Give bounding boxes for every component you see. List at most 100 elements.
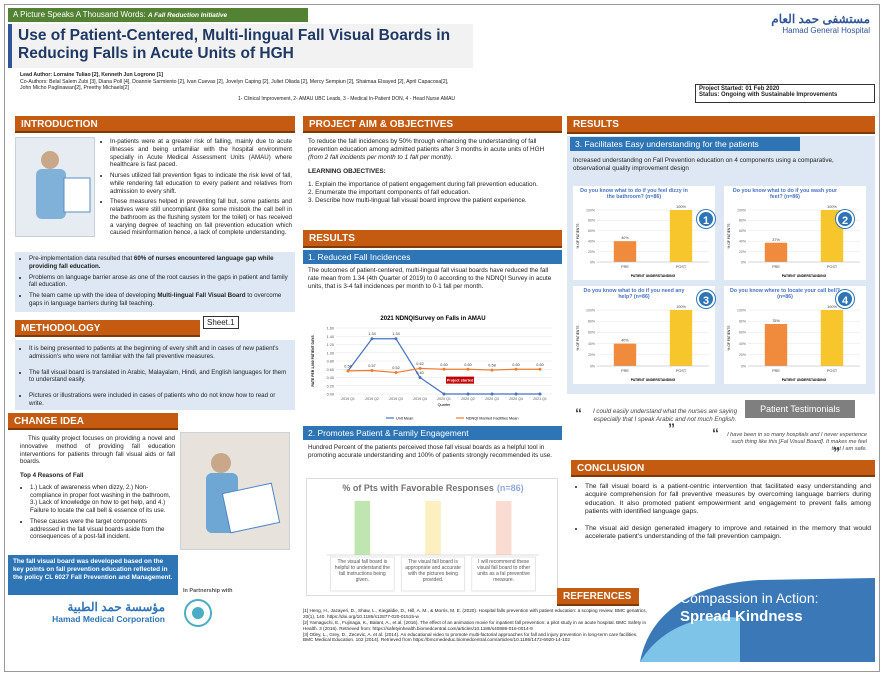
- y-axis-label: RATE PER 1,000 PATIENT DAYS: [311, 335, 315, 387]
- data-label: 100%: [676, 305, 686, 309]
- subheading: LEARNING OBJECTIVES:: [308, 168, 386, 175]
- bar-chart: Do you know what to do if you wash your …: [724, 186, 866, 280]
- quote-mark: “: [575, 405, 582, 421]
- y-tick-label: 1.40: [327, 335, 334, 339]
- list-item: 1. Explain the importance of patient eng…: [308, 181, 538, 188]
- y-tick-label: 0%: [590, 260, 595, 264]
- x-tick-label: POST: [676, 265, 687, 269]
- bar-chart: Do you know what to do if you feel dizzy…: [573, 186, 715, 280]
- hmc-arabic: مؤسسة حمد الطبية: [67, 600, 165, 614]
- y-axis-label: % OF PATIENTS: [576, 223, 580, 249]
- y-tick-label: 80%: [588, 219, 595, 223]
- x-tick-label-box: I will recommend these visual fall board…: [477, 559, 530, 583]
- data-label: 0.60: [512, 363, 519, 367]
- y-axis-label: % OF PATIENTS: [576, 325, 580, 351]
- subsection-heading: 3. Facilitates Easy understanding for th…: [570, 137, 800, 151]
- section-heading: INTRODUCTION: [15, 116, 295, 133]
- project-status: Project Started: 01 Feb 2020 Status: Ong…: [695, 84, 875, 103]
- testimonials-heading: Patient Testimonials: [745, 400, 855, 418]
- data-point: [394, 371, 398, 375]
- authors: Lead Author: Lorraine Tuliao [2], Kennet…: [20, 72, 460, 92]
- policy-box: The fall visual board was developed base…: [8, 555, 178, 595]
- data-label: 0.52: [392, 366, 399, 370]
- y-tick-label: 40%: [588, 240, 595, 244]
- badge: 3: [697, 290, 715, 308]
- data-point: [370, 337, 374, 341]
- x-axis-label: Quarter: [438, 403, 452, 407]
- chart-subtitle: (n=86): [497, 483, 524, 493]
- y-tick-label: 80%: [588, 320, 595, 324]
- list-item: [3] Otley, L., Grey, D., Zecevic, A. et …: [303, 631, 638, 643]
- data-label: 0.60: [440, 363, 447, 367]
- chart-title-box: Do you know what to do if you feel dizzy…: [580, 188, 688, 201]
- data-point: [538, 392, 542, 396]
- bar: [764, 324, 788, 366]
- bullet: In-patients were at a greater risk of fa…: [110, 138, 292, 169]
- data-point: [490, 368, 494, 372]
- chart-title: Do you know what to do if you feel dizzy…: [580, 188, 688, 201]
- data-label: 37%: [772, 238, 780, 242]
- data-point: [466, 392, 470, 396]
- y-tick-label: 20%: [588, 250, 595, 254]
- objective-list: 1. Explain the importance of patient eng…: [308, 181, 558, 205]
- y-tick-label: 60%: [739, 229, 746, 233]
- data-label: 1.34: [392, 332, 399, 336]
- chart-title-box: Do you know what to do if you wash your …: [733, 188, 837, 200]
- chart-title: Do you know what to do if you need any h…: [583, 288, 685, 301]
- y-tick-label: 40%: [739, 342, 746, 346]
- hgh-logo: مستشفى حمد العام Hamad General Hospital: [730, 12, 870, 54]
- y-tick-label: 0.20: [327, 384, 334, 388]
- paragraph: Increased understanding on Fall Preventi…: [573, 157, 834, 172]
- paragraph: Hundred Percent of the patients perceive…: [308, 444, 552, 459]
- section-heading: PROJECT AIM & OBJECTIVES: [303, 116, 562, 133]
- quote-mark: ”: [668, 420, 675, 436]
- partnership-label: In Partnership with: [183, 588, 233, 594]
- data-label: 100%: [827, 305, 837, 309]
- y-tick-label: 0.40: [327, 376, 334, 380]
- category-box: [400, 556, 466, 592]
- bullet-bold: 60% of nurses encountered language gap w…: [29, 255, 274, 270]
- y-tick-label: 20%: [739, 353, 746, 357]
- bar: [495, 501, 512, 555]
- list-item: [1] Heng, H., Jazayeri, D., Shaw, L., Ki…: [303, 608, 647, 619]
- bullet: Problems on language barrier arose as on…: [29, 274, 291, 290]
- lead-author: Lead Author: Lorraine Tuliao [2], Kennet…: [20, 72, 163, 78]
- y-tick-label: 20%: [588, 353, 595, 357]
- aim-statement: To reduce the fall incidences by 50% thr…: [308, 138, 545, 153]
- data-point: [346, 369, 350, 373]
- x-tick-label: PRE: [621, 265, 629, 269]
- y-tick-label: 60%: [588, 331, 595, 335]
- project-status-text: Status: Ongoing with Sustainable Improve…: [699, 92, 838, 98]
- bullet-text: to overcome gaps in language barriers du…: [29, 292, 282, 307]
- category-box: [330, 556, 395, 592]
- campaign-line1: Compassion in Action:: [680, 590, 819, 606]
- campaign-graphic: Compassion in Action: Spread Kindness: [640, 578, 875, 662]
- data-label: 0.40: [416, 371, 423, 375]
- data-point: [442, 392, 446, 396]
- x-axis-label: PATIENT UNDERSTANDING: [782, 274, 827, 278]
- bar: [669, 210, 693, 262]
- section-heading: REFERENCES: [557, 588, 639, 606]
- x-tick-label: 2020 Q4: [509, 397, 523, 401]
- x-tick-label-box: The visual fall board is appropriate and…: [405, 559, 461, 583]
- data-point: [418, 366, 422, 370]
- hmc-logo: مؤسسة حمد الطبية Hamad Medical Corporati…: [35, 600, 165, 634]
- co-authors: Co-Authors: Belal Salem Zubi [3], Diana …: [20, 78, 449, 92]
- x-tick-label: 2019 Q3: [389, 397, 403, 401]
- data-label: 0.62: [416, 362, 423, 366]
- badge: 4: [836, 290, 854, 308]
- y-axis-label: % OF PATIENTS: [727, 223, 731, 249]
- paragraph: This quality project focuses on providin…: [20, 435, 175, 466]
- intro-bullets: In-patients were at a greater risk of fa…: [100, 138, 292, 240]
- bullet-list: In-patients were at a greater risk of fa…: [100, 138, 292, 237]
- chart-title: % of Pts with Favorable Responses (n=86): [342, 483, 523, 493]
- bar-chart: % of Pts with Favorable Responses (n=86) T…: [306, 478, 558, 596]
- title: Use of Patient-Centered, Multi-lingual F…: [8, 24, 473, 68]
- sheet-label: Sheet.1: [203, 316, 239, 329]
- bar: [613, 343, 637, 366]
- quote-mark: ”: [833, 444, 840, 460]
- bullet: The visual aid design generated imagery …: [585, 525, 871, 542]
- y-tick-label: 60%: [588, 229, 595, 233]
- aim-text: To reduce the fall incidences by 50% thr…: [308, 138, 558, 205]
- affiliations: 1- Clinical Improvement, 2- AMAU UBC Lea…: [238, 96, 456, 102]
